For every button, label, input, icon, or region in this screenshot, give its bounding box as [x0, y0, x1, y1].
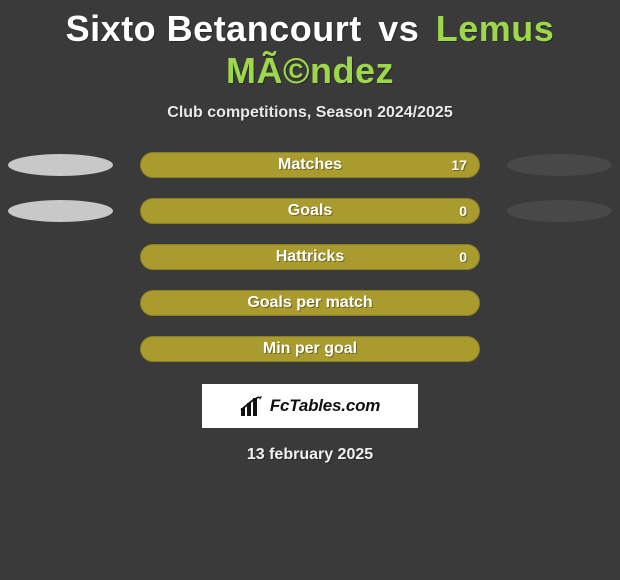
stat-rows: Matches17Goals0Hattricks0Goals per match… [0, 152, 620, 362]
stat-value: 17 [451, 153, 467, 177]
logo-text: FcTables.com [270, 396, 380, 416]
player-left-name: Sixto Betancourt [66, 8, 362, 49]
shadow-ellipse-right [507, 154, 612, 176]
stat-label: Goals per match [141, 291, 479, 315]
stat-label: Matches [141, 153, 479, 177]
stat-bar: Matches17 [140, 152, 480, 178]
stat-row: Hattricks0 [0, 244, 620, 270]
stat-bar: Min per goal [140, 336, 480, 362]
shadow-ellipse-left [8, 200, 113, 222]
stat-label: Hattricks [141, 245, 479, 269]
bars-icon [240, 396, 266, 416]
stat-label: Goals [141, 199, 479, 223]
fctables-logo: FcTables.com [202, 384, 418, 428]
stat-row: Goals0 [0, 198, 620, 224]
stat-bar: Goals per match [140, 290, 480, 316]
snapshot-date: 13 february 2025 [0, 446, 620, 464]
stat-bar: Goals0 [140, 198, 480, 224]
stat-bar: Hattricks0 [140, 244, 480, 270]
comparison-title: Sixto Betancourt vs Lemus MÃ©ndez [0, 0, 620, 92]
stat-label: Min per goal [141, 337, 479, 361]
stat-row: Min per goal [0, 336, 620, 362]
shadow-ellipse-right [507, 200, 612, 222]
shadow-ellipse-left [8, 154, 113, 176]
stat-value: 0 [459, 245, 467, 269]
stat-value: 0 [459, 199, 467, 223]
subtitle: Club competitions, Season 2024/2025 [0, 104, 620, 122]
stat-row: Matches17 [0, 152, 620, 178]
vs-separator: vs [378, 8, 419, 49]
stat-row: Goals per match [0, 290, 620, 316]
